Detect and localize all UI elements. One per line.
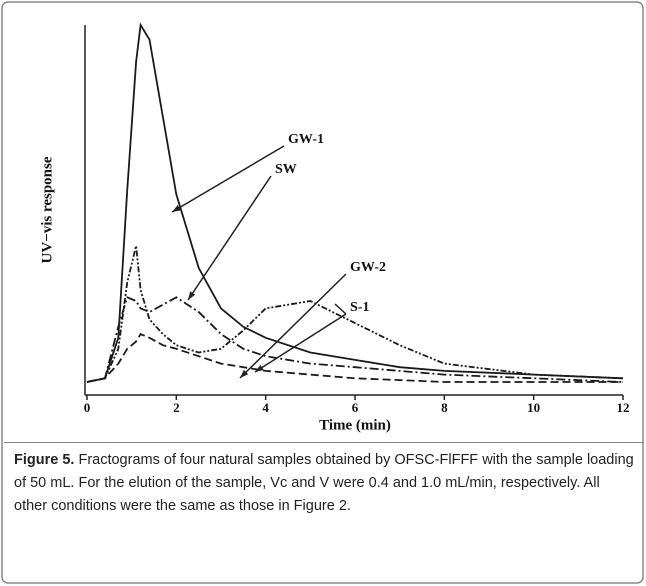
x-tick-label: 10 (527, 400, 540, 415)
caption-label: Figure 5. (14, 452, 75, 468)
series-line (86, 296, 624, 383)
series-line (86, 245, 624, 383)
x-axis-label: Time (min) (319, 417, 391, 433)
arrow (187, 175, 272, 301)
arrow (254, 313, 347, 373)
series-line (86, 332, 623, 383)
arrow (171, 145, 285, 213)
arrow (239, 273, 347, 379)
caption: Figure 5. Fractograms of four natural sa… (4, 442, 644, 524)
series-label: GW-1 (288, 132, 324, 147)
arrow (334, 303, 347, 315)
x-tick-label: 0 (84, 400, 91, 415)
arrow-head (188, 291, 196, 300)
arrow-head (255, 364, 264, 372)
y-axis-label: UV−vis response (39, 156, 55, 263)
series-label: GW-2 (350, 260, 386, 275)
x-tick-label: 6 (352, 400, 359, 415)
series-label: S-1 (350, 300, 369, 315)
x-tick-label: 4 (262, 400, 269, 415)
x-tick-label: 8 (441, 400, 448, 415)
x-tick-label: 12 (617, 400, 630, 415)
series-line (86, 22, 624, 383)
series-label: SW (275, 162, 297, 177)
x-tick-label: 2 (173, 400, 180, 415)
arrow-head (240, 369, 249, 378)
caption-text: Fractograms of four natural samples obta… (14, 452, 634, 514)
arrow-head (172, 205, 181, 212)
